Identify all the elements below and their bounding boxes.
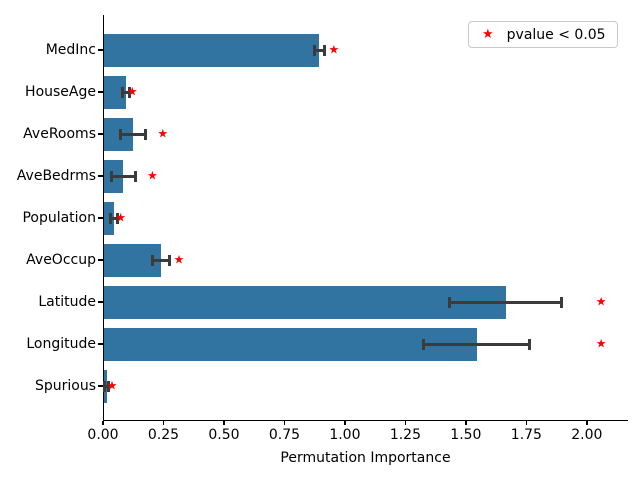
significance-star-icon-averooms: ★ — [157, 126, 169, 141]
error-cap-right-longitude — [528, 338, 532, 350]
x-tick-label-0.00: 0.00 — [87, 427, 119, 443]
significance-star-icon-latitude: ★ — [595, 294, 607, 309]
x-tick-mark-1.00 — [344, 421, 346, 425]
y-tick-label-averooms: AveRooms — [23, 126, 96, 142]
error-bar-latitude — [449, 300, 562, 304]
error-cap-left-houseage — [120, 86, 124, 98]
error-bar-longitude — [423, 342, 530, 346]
star-icon: ★ — [482, 27, 494, 42]
error-cap-right-population — [115, 212, 119, 224]
error-cap-left-population — [108, 212, 112, 224]
error-cap-left-medinc — [312, 44, 316, 56]
error-cap-right-houseage — [127, 86, 131, 98]
y-tick-mark-aveoccup — [98, 259, 103, 261]
y-tick-mark-houseage — [98, 91, 103, 93]
y-tick-label-longitude: Longitude — [26, 336, 96, 352]
y-tick-mark-medinc — [98, 49, 103, 51]
x-tick-mark-0.25 — [162, 421, 165, 425]
error-cap-right-latitude — [560, 296, 564, 308]
error-cap-right-avebedrms — [134, 170, 138, 182]
x-axis-label: Permutation Importance — [280, 450, 451, 466]
error-cap-left-latitude — [447, 296, 451, 308]
x-tick-mark-0.50 — [223, 421, 225, 425]
significance-star-icon-houseage: ★ — [126, 84, 138, 99]
bar-latitude — [104, 285, 506, 319]
error-bar-houseage — [122, 90, 130, 94]
error-cap-left-avebedrms — [109, 170, 113, 182]
x-tick-label-0.50: 0.50 — [208, 427, 240, 443]
x-tick-label-0.25: 0.25 — [147, 427, 180, 443]
x-tick-mark-2.00 — [586, 421, 588, 425]
error-bar-avebedrms — [111, 174, 136, 178]
error-bar-averooms — [120, 132, 146, 136]
y-tick-mark-longitude — [98, 343, 103, 345]
significance-star-icon-population: ★ — [115, 210, 127, 225]
error-bar-spurious — [104, 384, 109, 388]
significance-star-icon-medinc: ★ — [328, 42, 340, 57]
y-tick-label-medinc: MedInc — [45, 42, 96, 58]
y-tick-label-latitude: Latitude — [38, 294, 96, 310]
x-tick-mark-1.25 — [404, 421, 407, 425]
bar-houseage — [104, 75, 126, 109]
error-cap-left-spurious — [103, 380, 107, 392]
x-tick-label-1.75: 1.75 — [510, 427, 542, 443]
x-tick-mark-0.00 — [102, 421, 104, 425]
y-tick-label-spurious: Spurious — [34, 378, 96, 394]
y-tick-label-population: Population — [22, 210, 96, 226]
x-tick-label-1.50: 1.50 — [450, 427, 482, 443]
error-cap-left-aveoccup — [150, 254, 154, 266]
x-tick-label-1.25: 1.25 — [389, 427, 421, 443]
y-tick-label-houseage: HouseAge — [25, 84, 96, 100]
y-tick-mark-averooms — [98, 133, 103, 135]
significance-star-icon-aveoccup: ★ — [173, 252, 185, 267]
error-bar-population — [110, 216, 118, 220]
error-cap-right-aveoccup — [168, 254, 172, 266]
error-cap-right-medinc — [322, 44, 326, 56]
error-cap-right-spurious — [107, 380, 111, 392]
y-tick-mark-population — [98, 217, 103, 219]
y-tick-mark-avebedrms — [98, 175, 103, 177]
error-bar-medinc — [314, 48, 325, 52]
x-tick-label-1.00: 1.00 — [329, 427, 361, 443]
error-bar-aveoccup — [152, 258, 170, 262]
bar-medinc — [104, 33, 320, 67]
significance-star-icon-longitude: ★ — [595, 336, 607, 351]
y-tick-mark-latitude — [98, 301, 103, 303]
y-tick-label-aveoccup: AveOccup — [26, 252, 96, 268]
error-cap-left-averooms — [119, 128, 123, 140]
plot-area: ★ ★ ★ ★ ★ ★ ★ ★ ★ — [103, 15, 628, 421]
legend-label: pvalue < 0.05 — [506, 26, 606, 43]
y-tick-mark-spurious — [98, 385, 103, 387]
x-tick-mark-1.50 — [465, 421, 467, 425]
x-tick-label-2.00: 2.00 — [571, 427, 603, 443]
x-tick-label-0.75: 0.75 — [268, 427, 301, 443]
significance-star-icon-avebedrms: ★ — [146, 168, 158, 183]
bar-longitude — [104, 327, 477, 361]
legend: ★ pvalue < 0.05 — [468, 21, 618, 48]
error-cap-left-longitude — [421, 338, 425, 350]
y-tick-label-avebedrms: AveBedrms — [16, 168, 96, 184]
significance-star-icon-spurious: ★ — [106, 378, 118, 393]
x-tick-mark-1.75 — [525, 421, 528, 425]
x-tick-mark-0.75 — [283, 421, 286, 425]
error-cap-right-averooms — [143, 128, 147, 140]
